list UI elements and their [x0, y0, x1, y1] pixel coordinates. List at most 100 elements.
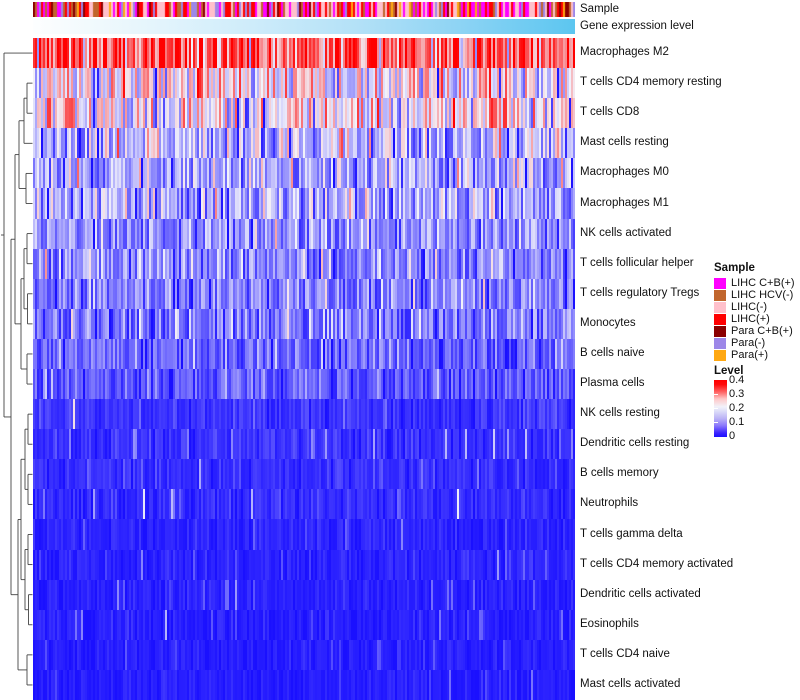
row-label: NK cells resting [580, 407, 660, 419]
row-label: Macrophages M0 [580, 166, 669, 178]
gene-expression-annotation-bar [33, 19, 575, 34]
sample-legend-item[interactable]: LIHC C+B(+) [714, 277, 800, 289]
row-dendrogram [1, 52, 33, 686]
sample-legend-item[interactable]: LIHC HCV(-) [714, 289, 800, 301]
sample-legend-item[interactable]: LIHC(+) [714, 313, 800, 325]
gene-expression-annotation-label: Gene expression level [580, 20, 694, 32]
heatmap-row [33, 38, 575, 68]
heatmap-row [33, 128, 575, 158]
heatmap-row-cells [33, 219, 575, 249]
heatmap-row-cells [33, 429, 575, 459]
row-label: T cells CD4 memory resting [580, 76, 722, 88]
level-colorbar-ticks: 0.4 0.3 0.2 0.1 0 [714, 375, 799, 442]
heatmap-row-cells [33, 459, 575, 489]
row-label: Dendritic cells activated [580, 588, 701, 600]
heatmap-row-cells [33, 580, 575, 610]
row-label: B cells naive [580, 347, 645, 359]
sample-legend-swatch [714, 349, 726, 361]
heatmap-row-cells [33, 68, 575, 98]
row-label: B cells memory [580, 467, 659, 479]
row-label: T cells regulatory Tregs [580, 287, 700, 299]
heatmap-row [33, 489, 575, 519]
sample-legend-item[interactable]: Para(+) [714, 349, 800, 361]
sample-legend-item[interactable]: Para(-) [714, 337, 800, 349]
heatmap-row [33, 249, 575, 279]
heatmap-row-cells [33, 38, 575, 68]
sample-legend-swatch [714, 277, 726, 289]
row-label: T cells CD8 [580, 106, 640, 118]
heatmap-row [33, 399, 575, 429]
sample-legend-swatch [714, 337, 726, 349]
level-tick-label: 0.4 [729, 374, 745, 386]
row-label: T cells CD4 naive [580, 648, 670, 660]
sample-legend-item[interactable]: LIHC(-) [714, 301, 800, 313]
sample-legend-label: Para(+) [731, 348, 768, 361]
heatmap-row [33, 68, 575, 98]
level-tick-mark [714, 408, 718, 409]
heatmap-row-cells [33, 550, 575, 580]
sample-legend-swatch [714, 325, 726, 337]
heatmap-row [33, 369, 575, 399]
heatmap-row [33, 98, 575, 128]
heatmap-row-cells [33, 640, 575, 670]
heatmap-row-cells [33, 399, 575, 429]
heatmap-row-cells [33, 670, 575, 700]
heatmap-row-cells [33, 489, 575, 519]
sample-legend-title: Sample [714, 262, 755, 274]
heatmap-row [33, 670, 575, 700]
level-tick-label: 0.1 [714, 417, 744, 428]
heatmap-row-cells [33, 309, 575, 339]
heatmap-row [33, 580, 575, 610]
level-tick-label: 0.3 [714, 389, 744, 400]
sample-legend-swatch [714, 301, 726, 313]
heatmap-row [33, 339, 575, 369]
sample-legend-label: LIHC(+) [731, 312, 770, 325]
level-tick-label: 0.2 [714, 403, 744, 414]
row-label: Eosinophils [580, 618, 639, 630]
sample-legend-label: Para C+B(+) [731, 324, 793, 337]
heatmap-row-cells [33, 249, 575, 279]
heatmap-row [33, 459, 575, 489]
heatmap-row [33, 550, 575, 580]
heatmap-row [33, 188, 575, 219]
row-label: Monocytes [580, 317, 636, 329]
row-label: T cells CD4 memory activated [580, 558, 734, 570]
heatmap-row [33, 429, 575, 459]
level-tick-mark [714, 394, 718, 395]
heatmap-row-cells [33, 128, 575, 158]
heatmap-row-cells [33, 188, 575, 219]
level-legend-title: Level [714, 365, 744, 377]
level-legend: Level 0.4 0.3 0.2 0.1 0 [714, 365, 800, 442]
sample-legend-label: Para(-) [731, 336, 766, 349]
heatmap-row-cells [33, 98, 575, 128]
row-label: Neutrophils [580, 497, 639, 509]
sample-annotation-label: Sample [580, 3, 619, 15]
heatmap-row-cells [33, 519, 575, 550]
sample-legend-item[interactable]: Para C+B(+) [714, 325, 800, 337]
heatmap-row [33, 279, 575, 309]
sample-legend-label: LIHC HCV(-) [731, 288, 794, 301]
heatmap-row-cells [33, 369, 575, 399]
row-label: T cells gamma delta [580, 527, 683, 540]
heatmap-row [33, 158, 575, 188]
row-label: T cells follicular helper [580, 257, 694, 269]
level-tick-label: 0 [729, 430, 736, 442]
row-label: Dendritic cells resting [580, 437, 690, 449]
sample-legend-label: LIHC C+B(+) [731, 276, 795, 289]
row-label: Macrophages M1 [580, 196, 669, 209]
row-label: Mast cells activated [580, 678, 681, 690]
heatmap-row-cells [33, 279, 575, 309]
heatmap-row-cells [33, 610, 575, 640]
row-label: Macrophages M2 [580, 46, 669, 58]
sample-annotation-bar [33, 2, 575, 17]
level-tick-mark [714, 422, 718, 423]
heatmap-row [33, 640, 575, 670]
sample-legend-swatch [714, 289, 726, 301]
sample-legend-label: LIHC(-) [731, 300, 768, 313]
heatmap-grid [33, 38, 575, 700]
heatmap-row [33, 610, 575, 640]
sample-legend-swatch [714, 313, 726, 325]
heatmap-row [33, 219, 575, 249]
sample-legend: Sample LIHC C+B(+) LIHC HCV(-) LIHC(-) LIHC… [714, 262, 800, 361]
